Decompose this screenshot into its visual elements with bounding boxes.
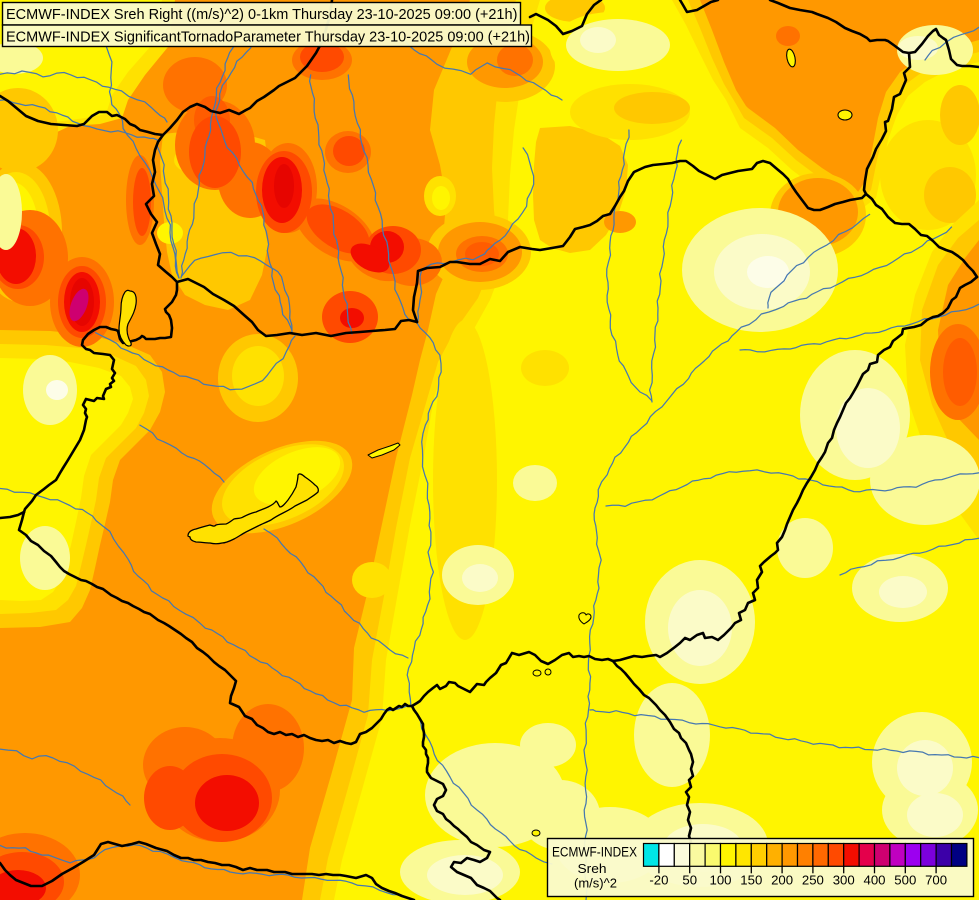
svg-text:(m/s)^2: (m/s)^2: [574, 876, 617, 891]
svg-text:ECMWF-INDEX SignificantTornado: ECMWF-INDEX SignificantTornadoParameter …: [6, 30, 530, 46]
svg-text:150: 150: [740, 873, 762, 888]
svg-text:50: 50: [682, 873, 697, 888]
svg-text:ECMWF-INDEX Sreh Right ((m/s)^: ECMWF-INDEX Sreh Right ((m/s)^2) 0-1km T…: [6, 7, 517, 23]
svg-text:-20: -20: [649, 873, 668, 888]
svg-text:400: 400: [863, 873, 885, 888]
svg-text:ECMWF-INDEX: ECMWF-INDEX: [552, 845, 637, 860]
svg-text:250: 250: [802, 873, 824, 888]
svg-text:100: 100: [709, 873, 731, 888]
svg-text:500: 500: [894, 873, 916, 888]
svg-text:300: 300: [833, 873, 855, 888]
svg-text:700: 700: [925, 873, 947, 888]
svg-text:Sreh: Sreh: [578, 861, 607, 876]
svg-text:200: 200: [771, 873, 793, 888]
